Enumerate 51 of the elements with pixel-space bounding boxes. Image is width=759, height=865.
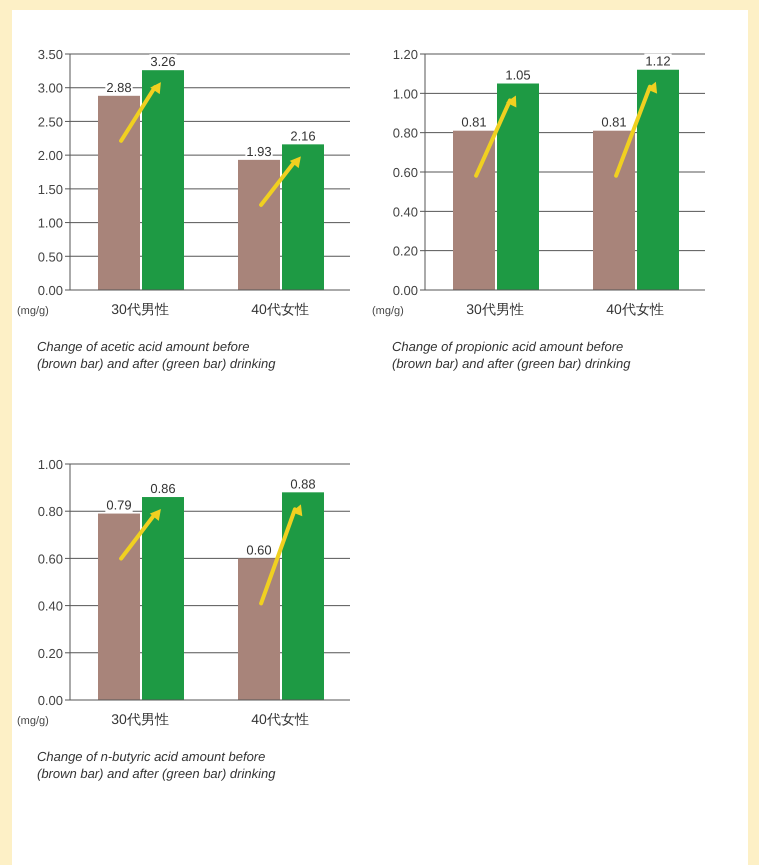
data-label: 3.26 bbox=[150, 54, 176, 70]
text: Change of acetic acid amount before (brown bar) and after (green bar) drinking bbox=[37, 338, 276, 372]
bar bbox=[142, 70, 184, 290]
data-label: 0.81 bbox=[601, 114, 627, 130]
bar bbox=[637, 70, 679, 290]
x-tick-label: 30代男性 bbox=[466, 301, 524, 317]
text: Change of n-butyric acid amount before (brown bar) and after (green bar) drinking bbox=[37, 748, 276, 782]
y-tick-label: 1.20 bbox=[392, 47, 418, 62]
x-tick-label: 40代女性 bbox=[606, 301, 664, 317]
y-tick-label: 1.00 bbox=[38, 457, 63, 472]
y-tick-label: 3.50 bbox=[38, 47, 63, 62]
y-tick-label: 0.20 bbox=[38, 646, 63, 661]
data-label: 0.88 bbox=[290, 476, 316, 492]
y-tick-label: 2.00 bbox=[38, 148, 63, 164]
bar bbox=[282, 492, 324, 700]
y-tick-label: 0.60 bbox=[392, 165, 418, 180]
y-axis-title: (mg/g) bbox=[17, 715, 49, 727]
data-label: 0.60 bbox=[246, 542, 272, 558]
y-tick-label: 0.80 bbox=[392, 126, 418, 141]
y-tick-label: 0.20 bbox=[392, 244, 418, 259]
y-tick-label: 1.50 bbox=[38, 182, 63, 197]
data-label: 1.93 bbox=[246, 144, 272, 159]
data-label: 0.81 bbox=[461, 114, 487, 130]
x-tick-label: 40代女性 bbox=[251, 301, 309, 317]
y-tick-label: 0.50 bbox=[38, 249, 63, 264]
y-tick-label: 1.00 bbox=[392, 86, 418, 102]
text: Change of propionic acid amount before (brown bar) and after (green bar) drinking bbox=[392, 338, 632, 372]
data-label: 1.12 bbox=[645, 54, 671, 69]
data-label: 0.86 bbox=[150, 481, 176, 496]
y-axis-title: (mg/g) bbox=[17, 305, 49, 317]
data-label: 2.16 bbox=[290, 128, 316, 144]
y-tick-label: 1.00 bbox=[38, 216, 63, 231]
y-tick-label: 2.50 bbox=[38, 114, 63, 130]
bar bbox=[497, 84, 539, 290]
bar bbox=[282, 144, 324, 290]
y-tick-label: 0.60 bbox=[38, 551, 63, 566]
bar bbox=[142, 497, 184, 700]
data-label: 0.79 bbox=[106, 498, 132, 513]
y-tick-label: 0.40 bbox=[392, 204, 418, 220]
y-tick-label: 0.00 bbox=[392, 283, 418, 298]
y-tick-label: 0.40 bbox=[38, 598, 63, 614]
x-tick-label: 40代女性 bbox=[251, 711, 309, 727]
data-label: 1.05 bbox=[505, 68, 531, 82]
y-tick-label: 3.00 bbox=[38, 80, 63, 96]
data-label: 2.88 bbox=[106, 80, 132, 95]
y-tick-label: 0.00 bbox=[38, 693, 63, 708]
y-tick-label: 0.00 bbox=[38, 283, 63, 298]
y-axis-title: (mg/g) bbox=[372, 305, 404, 317]
x-tick-label: 30代男性 bbox=[111, 301, 169, 317]
y-tick-label: 0.80 bbox=[38, 504, 63, 520]
x-tick-label: 30代男性 bbox=[111, 711, 169, 727]
